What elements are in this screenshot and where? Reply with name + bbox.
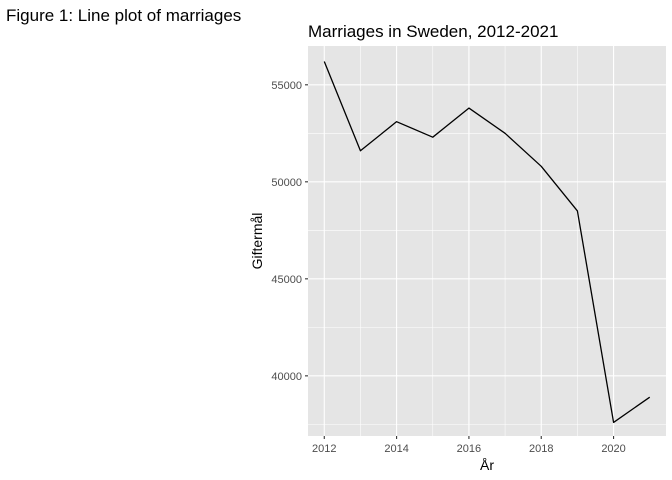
chart-title: Marriages in Sweden, 2012-2021 xyxy=(308,22,558,41)
data-point xyxy=(396,121,398,123)
x-tick-label: 2016 xyxy=(457,443,481,455)
y-tick-label: 55000 xyxy=(271,80,302,92)
data-point xyxy=(540,165,542,167)
y-tick-label: 45000 xyxy=(271,274,302,286)
data-point xyxy=(360,150,362,152)
gridlines xyxy=(308,46,666,436)
x-tick-label: 2018 xyxy=(529,443,553,455)
data-point xyxy=(323,61,325,63)
x-tick-label: 2014 xyxy=(384,443,408,455)
y-tick-label: 50000 xyxy=(271,177,302,189)
plot-panel xyxy=(308,46,666,436)
data-point xyxy=(468,107,470,109)
series-line xyxy=(323,61,651,424)
x-tick-label: 2020 xyxy=(601,443,625,455)
figure-caption: Figure 1: Line plot of marriages xyxy=(6,6,242,25)
data-point xyxy=(613,422,615,424)
x-tick-label: 2012 xyxy=(312,443,336,455)
data-point xyxy=(504,133,506,135)
y-tick-label: 40000 xyxy=(271,371,302,383)
x-axis-title: År xyxy=(480,457,494,473)
data-point xyxy=(649,396,651,398)
data-point xyxy=(432,136,434,138)
axis-ticks: 2012 2014 2016 2018 2020 40000 45000 50000 55000 xyxy=(271,80,625,455)
data-point xyxy=(577,210,579,212)
y-axis-title: Giftermål xyxy=(249,213,265,270)
